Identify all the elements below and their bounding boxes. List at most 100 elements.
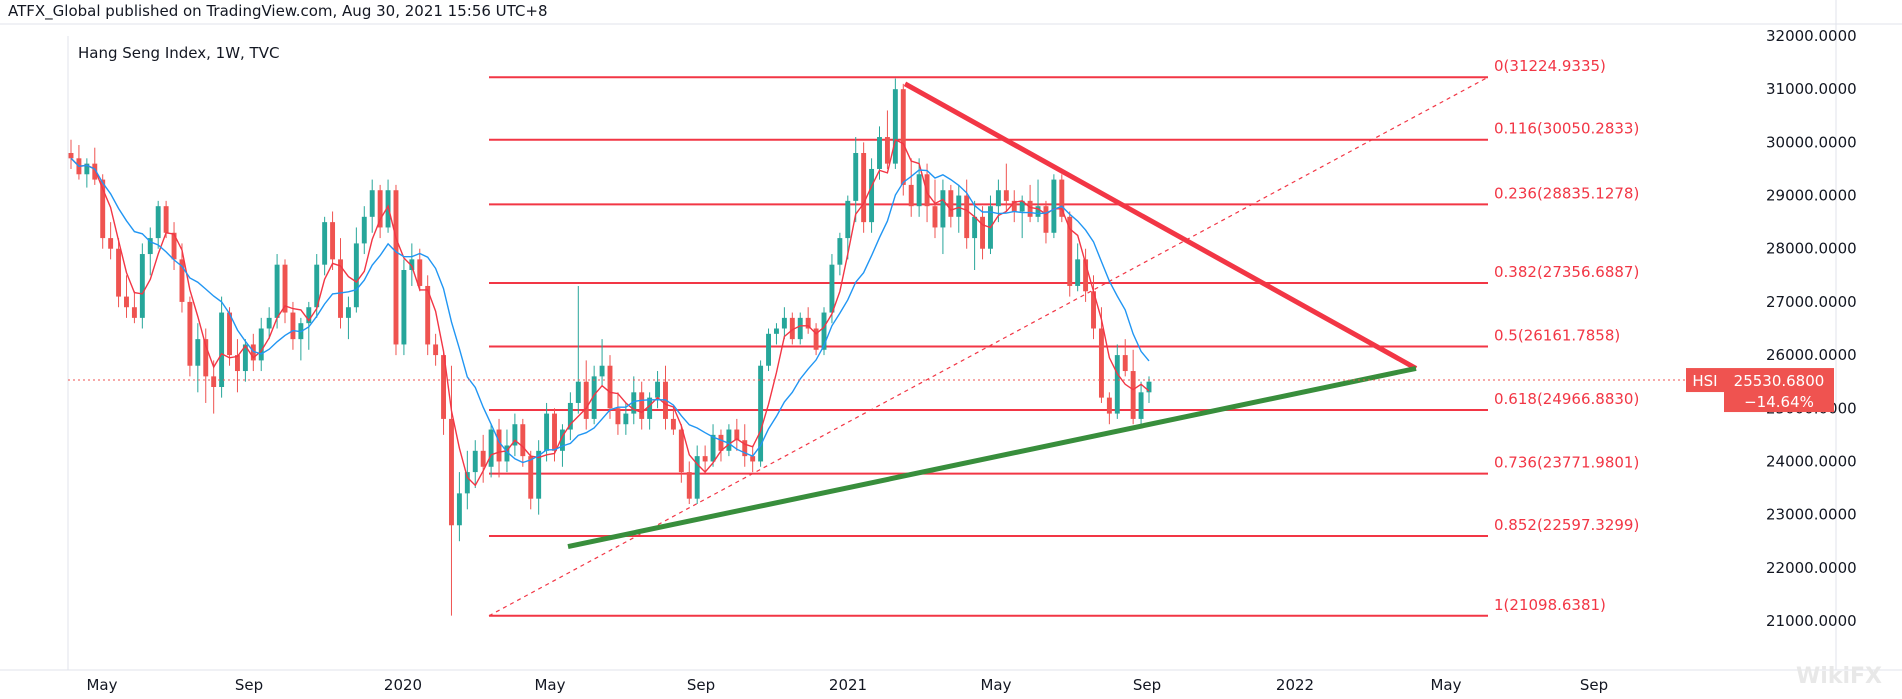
candle-body (393, 190, 399, 345)
candle (1011, 190, 1017, 223)
candle (940, 179, 946, 255)
x-tick-label: Sep (1133, 676, 1161, 694)
candle-body (306, 307, 312, 324)
candle (1027, 184, 1033, 223)
candle (742, 424, 748, 467)
candle-body (488, 429, 494, 467)
candle-body (124, 296, 129, 308)
candle (488, 424, 494, 478)
candle-body (884, 137, 890, 164)
candle-body (932, 206, 938, 228)
candle-body (940, 190, 946, 228)
candle (837, 232, 843, 276)
candle (916, 158, 922, 217)
candle-body (147, 238, 153, 255)
candle (258, 317, 264, 372)
candle-body (829, 264, 835, 313)
candle-body (504, 445, 510, 462)
candle-body (948, 190, 954, 217)
candle-body (758, 365, 764, 462)
candle-body (877, 137, 882, 169)
candle-body (789, 317, 795, 340)
candle-body (1051, 179, 1057, 233)
candle (607, 355, 613, 419)
candle (718, 429, 724, 462)
symbol-info: Hang Seng Index, 1W, TVC (78, 44, 280, 62)
candle-body (575, 381, 581, 403)
candle-body (900, 89, 906, 185)
candle (766, 328, 771, 372)
candle-body (1130, 371, 1136, 419)
candle (219, 296, 225, 398)
candle-body (639, 392, 645, 419)
candle (377, 184, 383, 239)
candle (480, 434, 486, 483)
candle-body (670, 418, 676, 430)
candle (694, 445, 700, 504)
candle-body (116, 248, 122, 297)
candle (1130, 349, 1136, 425)
candle (369, 179, 375, 233)
candle-body (536, 450, 542, 499)
candle (520, 418, 526, 467)
candle-body (726, 429, 732, 451)
candle (266, 307, 272, 340)
candle (433, 333, 439, 366)
candle-body (813, 328, 819, 350)
y-tick-label: 26000.0000 (1766, 346, 1857, 364)
fib-level-label: 0(31224.9335) (1494, 57, 1606, 75)
candle-body (552, 413, 557, 451)
candle-body (211, 376, 217, 387)
candle (353, 227, 359, 313)
candle-body (258, 328, 264, 361)
candle (338, 238, 343, 329)
candle (536, 440, 542, 515)
candle (100, 174, 106, 249)
fib-level-label: 1(21098.6381) (1494, 596, 1606, 614)
fib-level-label: 0.5(26161.7858) (1494, 326, 1620, 344)
candle-body (567, 402, 573, 430)
candle-body (1098, 328, 1104, 398)
candle-body (250, 344, 256, 361)
candle-body (1019, 200, 1025, 212)
y-tick-label: 31000.0000 (1766, 80, 1857, 98)
candle (124, 275, 129, 318)
candle (203, 328, 209, 403)
candle-body (338, 259, 343, 318)
candle (76, 145, 82, 180)
candle-body (615, 408, 621, 425)
candle-body (227, 312, 232, 356)
candle-body (869, 168, 875, 223)
candle-body (139, 254, 145, 318)
candle-body (1114, 355, 1120, 414)
candle (575, 285, 581, 414)
candle (472, 440, 478, 489)
candle (393, 184, 399, 356)
candle-body (781, 317, 787, 329)
candle-body (528, 456, 534, 499)
candle-body (322, 222, 328, 265)
ascending-support-line (567, 365, 1417, 549)
candle-body (92, 163, 98, 180)
x-tick-label: 2021 (829, 676, 867, 694)
candle-body (195, 339, 201, 366)
candle (1114, 344, 1120, 419)
y-tick-label: 23000.0000 (1766, 506, 1857, 524)
candle (250, 333, 256, 372)
candle-body (131, 307, 137, 318)
candle (441, 349, 447, 435)
candle (456, 472, 462, 542)
candle (330, 211, 336, 270)
candle (1098, 307, 1104, 403)
y-tick-label: 24000.0000 (1766, 452, 1857, 470)
candle (734, 418, 740, 451)
candle-body (417, 259, 423, 286)
symbol-tag-label: HSI (1692, 372, 1717, 390)
candle (290, 301, 296, 350)
candle (274, 254, 280, 329)
candle (155, 200, 161, 249)
candle-body (282, 264, 288, 313)
candle (84, 158, 90, 188)
candle (670, 408, 676, 435)
